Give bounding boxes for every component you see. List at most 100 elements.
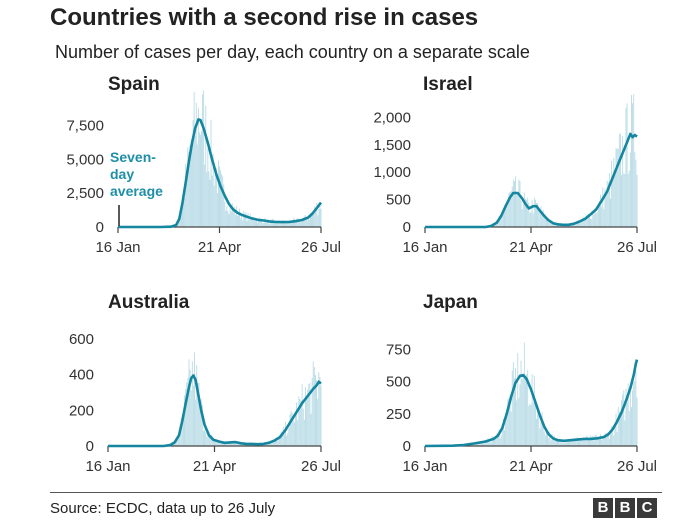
daily-cases-bar xyxy=(294,218,296,227)
daily-cases-bar xyxy=(612,427,614,446)
daily-cases-bar xyxy=(289,414,291,446)
panel-israel: 0 500 1,000 1,500 2,000 16 Jan 21 Apr 26 Jul xyxy=(373,94,657,256)
daily-cases-bar xyxy=(532,402,534,446)
daily-cases-bar xyxy=(192,385,194,446)
daily-cases-bar xyxy=(226,205,228,227)
daily-cases-bar xyxy=(530,404,532,446)
daily-cases-bar xyxy=(217,160,219,227)
daily-cases-bar xyxy=(299,219,301,227)
daily-cases-bar xyxy=(578,220,579,227)
daily-cases-bar xyxy=(273,440,275,446)
x-tick-label: 26 Jul xyxy=(617,239,657,256)
daily-cases-bar xyxy=(532,213,534,227)
daily-cases-bar xyxy=(216,193,218,227)
daily-cases-bar xyxy=(269,219,271,227)
daily-cases-bar xyxy=(594,208,596,227)
daily-cases-bar xyxy=(543,218,545,227)
daily-cases-bar xyxy=(235,441,237,446)
daily-cases-bar xyxy=(284,222,286,227)
daily-cases-bar xyxy=(235,206,237,227)
daily-cases-bar xyxy=(533,197,535,227)
daily-cases-bar xyxy=(604,188,606,227)
daily-cases-bar xyxy=(309,213,311,227)
daily-cases-bar xyxy=(624,173,626,227)
daily-cases-bar xyxy=(194,135,196,227)
daily-cases-bar xyxy=(296,402,298,446)
daily-cases-bar xyxy=(229,202,231,227)
daily-cases-bar xyxy=(555,438,557,446)
seven-day-average-line xyxy=(118,118,323,229)
daily-cases-bar xyxy=(561,225,563,227)
daily-cases-bar xyxy=(286,435,288,446)
daily-cases-bar xyxy=(239,208,241,227)
daily-cases-bar xyxy=(180,418,182,446)
daily-cases-bar xyxy=(543,431,545,446)
daily-cases-bar xyxy=(602,187,604,227)
daily-cases-bar xyxy=(300,222,302,227)
daily-cases-bar xyxy=(603,437,605,446)
daily-cases-bar xyxy=(224,443,225,446)
logo-letter: B xyxy=(615,498,635,518)
daily-cases-bar xyxy=(498,430,500,446)
daily-cases-bar xyxy=(252,444,254,446)
daily-cases-bar xyxy=(295,220,297,227)
daily-cases-bar xyxy=(520,360,522,446)
daily-cases-bar xyxy=(495,436,497,446)
daily-cases-bar xyxy=(520,200,522,227)
daily-cases-bar xyxy=(302,218,304,227)
daily-cases-bar xyxy=(519,384,521,446)
panel-spain: 0 2,500 5,000 7,500 16 Jan 21 Apr 26 Jul Seven-… xyxy=(66,90,341,256)
daily-cases-bar xyxy=(627,383,629,446)
daily-cases-bar xyxy=(230,442,232,446)
daily-cases-bar xyxy=(290,410,292,446)
daily-cases-bar xyxy=(561,443,563,446)
daily-cases-bar xyxy=(585,215,587,227)
daily-cases-bar xyxy=(289,222,291,227)
daily-cases-bar xyxy=(557,225,558,227)
daily-cases-bar xyxy=(218,441,220,446)
daily-cases-bar xyxy=(306,395,308,446)
daily-cases-bar xyxy=(475,443,477,446)
daily-cases-bar xyxy=(212,153,214,227)
daily-cases-bar xyxy=(523,192,525,227)
daily-cases-bar xyxy=(255,221,256,227)
daily-cases-bar xyxy=(565,440,567,446)
daily-cases-bar xyxy=(196,144,198,227)
daily-cases-bar xyxy=(562,442,564,446)
daily-cases-bar xyxy=(501,425,503,446)
daily-cases-bar xyxy=(554,437,556,446)
daily-cases-bar xyxy=(634,380,636,446)
x-tick-label: 21 Apr xyxy=(193,458,236,475)
daily-cases-bar xyxy=(635,370,637,446)
daily-cases-bar xyxy=(518,397,520,446)
daily-cases-bar xyxy=(265,444,266,446)
daily-cases-bar xyxy=(312,212,313,227)
daily-cases-bar xyxy=(553,435,555,446)
daily-cases-bar xyxy=(251,216,253,227)
daily-cases-bar xyxy=(621,400,622,446)
daily-cases-bar xyxy=(628,170,630,227)
daily-cases-bar xyxy=(288,220,290,227)
daily-cases-bar xyxy=(507,399,509,446)
daily-cases-bar xyxy=(573,223,575,227)
daily-cases-bar xyxy=(281,222,283,227)
daily-cases-bar xyxy=(263,222,265,227)
daily-cases-bar xyxy=(558,441,560,446)
daily-cases-bar xyxy=(481,441,483,446)
daily-cases-bar xyxy=(558,224,560,227)
daily-cases-bar xyxy=(317,398,319,446)
daily-cases-bar xyxy=(479,443,481,446)
daily-cases-bar xyxy=(597,203,599,227)
daily-cases-bar xyxy=(493,438,494,446)
daily-cases-bar xyxy=(286,220,288,227)
daily-cases-bar xyxy=(191,361,193,446)
daily-cases-bar xyxy=(602,437,604,446)
daily-cases-bar xyxy=(521,209,523,227)
daily-cases-bar xyxy=(248,220,250,227)
daily-cases-bar xyxy=(220,170,222,227)
daily-cases-bar xyxy=(500,214,502,227)
daily-cases-bar xyxy=(195,399,197,446)
daily-cases-bar xyxy=(197,107,199,227)
daily-cases-bar xyxy=(185,389,187,446)
annotation-text: day xyxy=(110,166,134,182)
